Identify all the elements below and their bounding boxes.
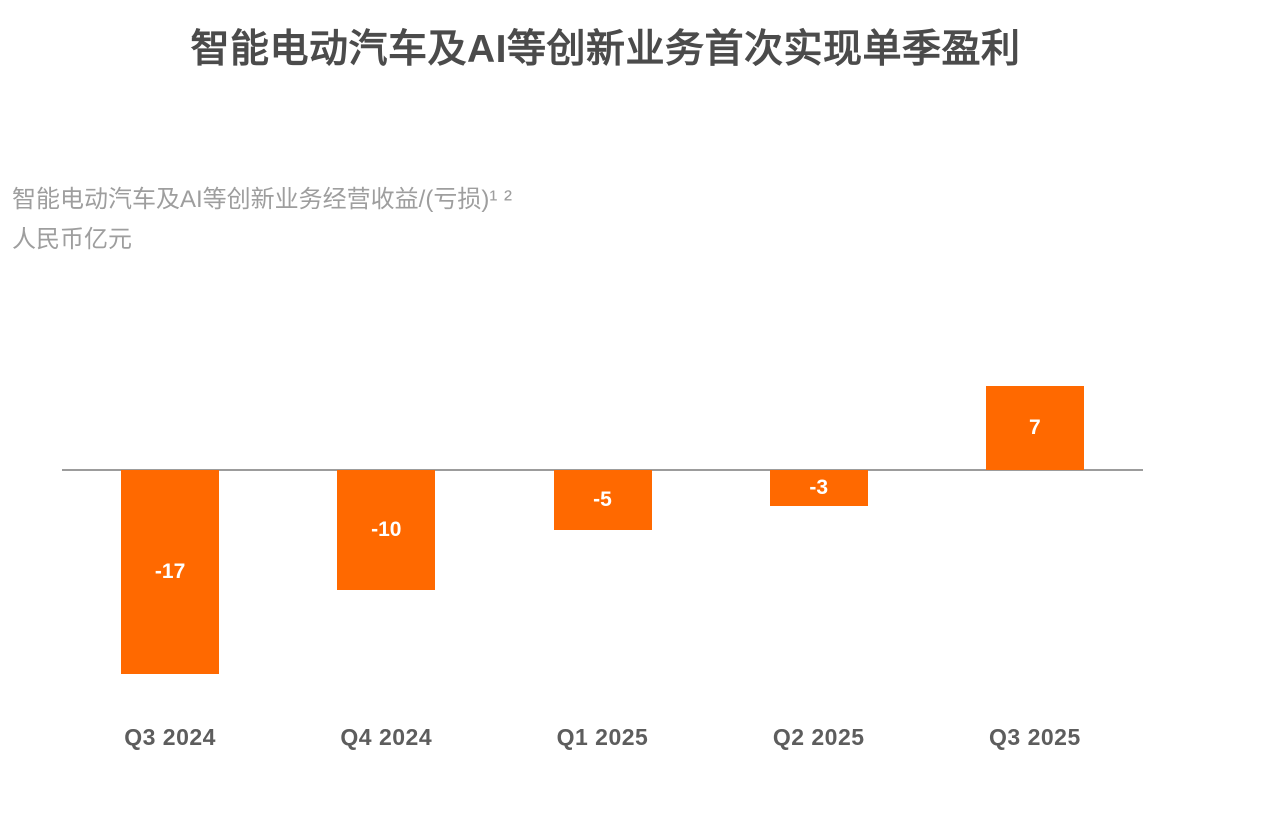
chart-subtitle: 智能电动汽车及AI等创新业务经营收益/(亏损)¹ ² 人民币亿元: [12, 180, 512, 260]
x-axis-label-q4-2024: Q4 2024: [340, 724, 433, 750]
chart-title: 智能电动汽车及AI等创新业务首次实现单季盈利: [190, 28, 1021, 71]
bar-value-label-q3-2025: 7: [1029, 416, 1041, 439]
bar-q1-2025: -5: [553, 470, 652, 530]
bar-q4-2024: -10: [337, 470, 436, 590]
x-axis-label-q3-2025: Q3 2025: [989, 724, 1081, 750]
subtitle-metric-line: 智能电动汽车及AI等创新业务经营收益/(亏损)¹ ²: [12, 186, 512, 213]
bar-value-label-q4-2024: -10: [371, 518, 402, 541]
bar-value-label-q1-2025: -5: [593, 488, 612, 511]
x-axis-label-q2-2025: Q2 2025: [772, 724, 865, 750]
bar-q2-2025: -3: [769, 470, 868, 506]
bar-value-label-q3-2024: -17: [154, 560, 186, 583]
bar-q3-2025: 7: [985, 386, 1084, 470]
x-axis-label-q1-2025: Q1 2025: [556, 724, 649, 750]
bar-value-label-q2-2025: -3: [809, 476, 829, 499]
bar-q3-2024: -17: [121, 470, 220, 674]
subtitle-unit-line: 人民币亿元: [12, 226, 132, 253]
x-axis-label-q3-2024: Q3 2024: [124, 724, 216, 750]
